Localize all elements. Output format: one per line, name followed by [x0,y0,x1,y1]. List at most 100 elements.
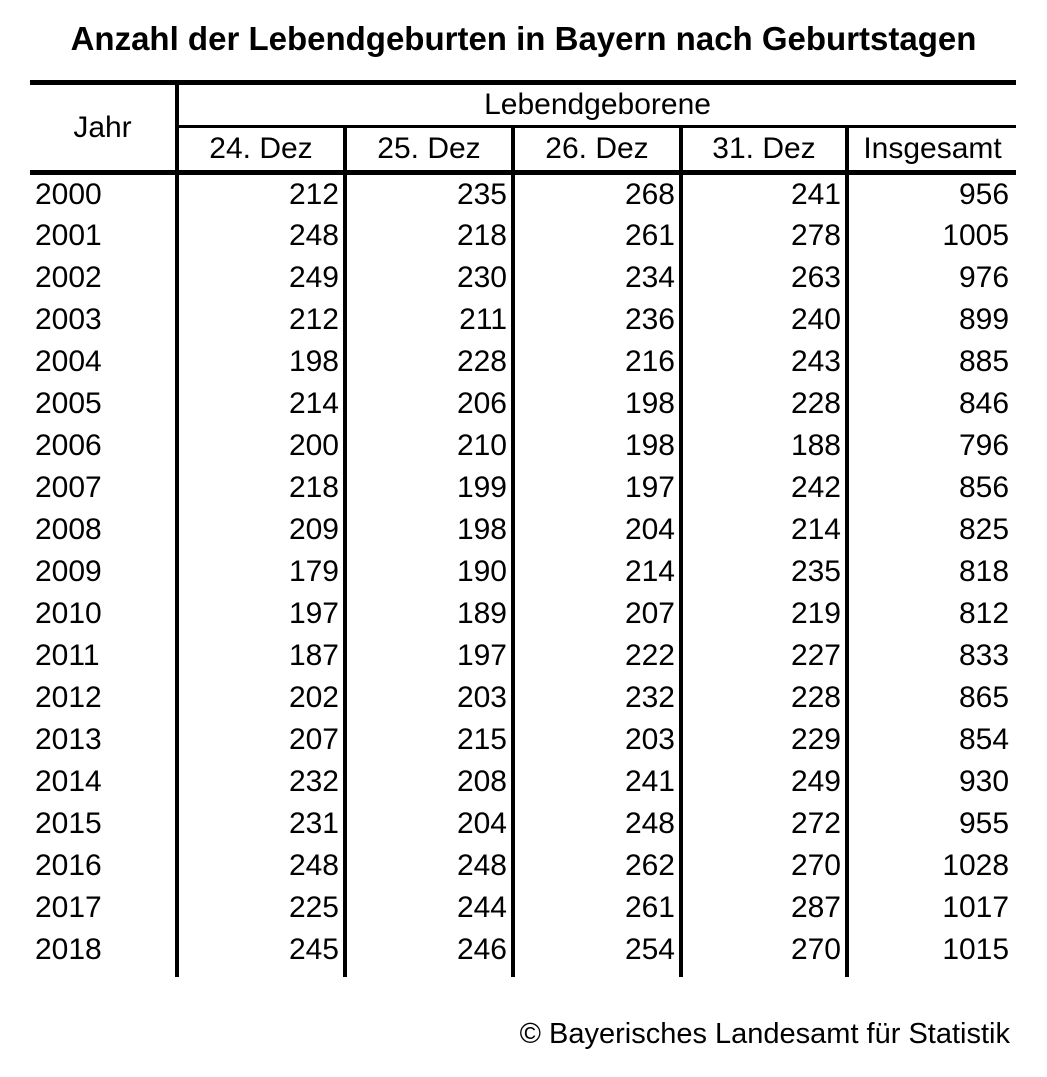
value-cell: 249 [681,760,849,803]
value-cell: 248 [177,844,347,887]
value-cell: 210 [345,424,515,467]
value-cell: 229 [681,718,849,761]
value-cell: 199 [345,466,515,509]
value-cell: 248 [177,214,347,257]
value-cell: 187 [177,634,347,677]
total-cell: 856 [959,470,1010,504]
column-header-31-dez: 31. Dez [681,126,849,175]
table-row: 2012 202 203 232 228 865 [30,676,1016,719]
year-cell: 2001 [30,214,179,257]
value-cell: 207 [513,592,683,635]
table-row: 2008 209 198 204 214 825 [30,508,1016,551]
value-cell: 240 [681,298,849,341]
year-cell: 2003 [30,298,179,341]
column-header-26-dez: 26. Dez [513,126,683,175]
value-cell: 241 [681,172,849,215]
value-cell: 209 [177,508,347,551]
value-cell: 248 [345,844,515,887]
total-cell: 865 [959,680,1010,714]
year-cell: 2009 [30,550,179,593]
rule-extension-row [30,970,1016,977]
value-cell: 246 [345,928,515,971]
group-header-lebendgeborene: Lebendgeborene [177,80,1017,128]
total-cell: 812 [959,596,1010,630]
table-row: 2010 197 189 207 219 812 [30,592,1016,635]
column-header-insgesamt: Insgesamt [847,126,1017,175]
total-cell: 885 [959,344,1010,378]
table-row: 2000 212 235 268 241 956 [30,172,1016,215]
table-row: 2014 232 208 241 249 930 [30,760,1016,803]
year-cell: 2005 [30,382,179,425]
value-cell: 270 [681,844,849,887]
rule-extension-cell [847,971,1016,977]
value-cell: 278 [681,214,849,257]
value-cell: 241 [513,760,683,803]
value-cell: 212 [177,172,347,215]
table-row: 2011 187 197 222 227 833 [30,634,1016,677]
table-row: 2016 248 248 262 270 1028 [30,844,1016,887]
total-cell: 1028 [942,848,1010,882]
total-cell: 1017 [942,890,1010,924]
value-cell: 206 [345,382,515,425]
value-cell: 214 [681,508,849,551]
value-cell: 198 [177,340,347,383]
column-header-24-dez: 24. Dez [177,126,347,175]
year-cell: 2014 [30,760,179,803]
value-cell: 234 [513,256,683,299]
value-cell: 200 [177,424,347,467]
value-cell: 214 [177,382,347,425]
total-cell: 930 [959,764,1010,798]
year-cell: 2012 [30,676,179,719]
value-cell: 198 [513,382,683,425]
year-cell: 2007 [30,466,179,509]
copyright-footer: © Bayerisches Landesamt für Statistik [519,1018,1010,1050]
table-row: 2004 198 228 216 243 885 [30,340,1016,383]
total-cell: 1015 [942,932,1010,966]
year-cell: 2016 [30,844,179,887]
value-cell: 219 [681,592,849,635]
value-cell: 212 [177,298,347,341]
table-row: 2009 179 190 214 235 818 [30,550,1016,593]
value-cell: 236 [513,298,683,341]
rule-extension-cell [681,970,849,977]
value-cell: 242 [681,466,849,509]
total-cell: 796 [959,428,1010,462]
rule-extension-cell [345,970,515,977]
total-cell: 854 [959,722,1010,756]
table-row: 2007 218 199 197 242 856 [30,466,1016,509]
table-row: 2018 245 246 254 270 1015 [30,928,1016,971]
year-cell: 2013 [30,718,179,761]
value-cell: 203 [513,718,683,761]
births-table-container: Jahr Lebendgeborene 24. Dez 25. Dez 26. … [30,80,1017,977]
value-cell: 248 [513,802,683,845]
total-cell: 846 [959,386,1010,420]
year-cell: 2000 [30,172,179,215]
page-title: Anzahl der Lebendgeburten in Bayern nach… [70,20,977,57]
value-cell: 198 [513,424,683,467]
table-row: 2013 207 215 203 229 854 [30,718,1016,761]
year-cell: 2018 [30,928,179,971]
total-cell: 976 [959,260,1010,294]
value-cell: 227 [681,634,849,677]
value-cell: 228 [681,676,849,719]
table-row: 2015 231 204 248 272 955 [30,802,1016,845]
value-cell: 254 [513,928,683,971]
value-cell: 287 [681,886,849,929]
total-cell: 825 [959,512,1010,546]
value-cell: 188 [681,424,849,467]
year-cell: 2017 [30,886,179,929]
total-cell: 818 [959,554,1010,588]
year-cell: 2006 [30,424,179,467]
value-cell: 270 [681,928,849,971]
value-cell: 218 [345,214,515,257]
value-cell: 232 [177,760,347,803]
value-cell: 232 [513,676,683,719]
year-cell: 2008 [30,508,179,551]
rule-extension-cell [30,970,179,977]
year-cell: 2002 [30,256,179,299]
total-cell: 899 [959,302,1010,336]
group-header-row: Jahr Lebendgeborene [30,80,1017,175]
value-cell: 202 [177,676,347,719]
value-cell: 218 [177,466,347,509]
value-cell: 245 [177,928,347,971]
